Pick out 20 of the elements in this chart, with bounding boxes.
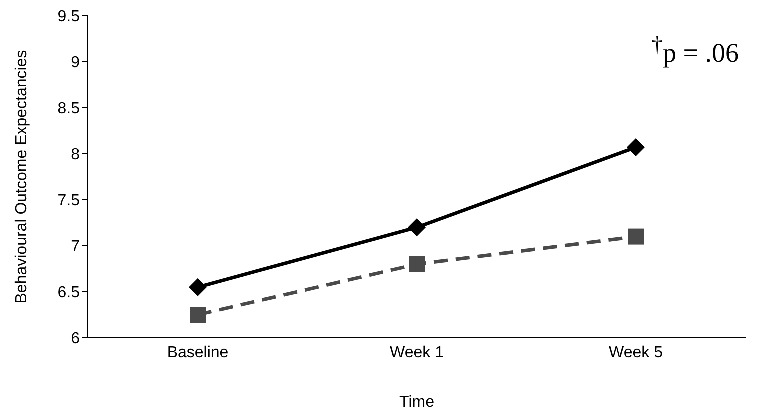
y-tick-label: 9 (71, 54, 80, 72)
x-tick-label: Week 5 (609, 344, 664, 362)
y-tick-label: 8 (71, 146, 80, 164)
y-tick-label: 8.5 (58, 100, 80, 118)
point (190, 307, 206, 323)
point (409, 256, 425, 272)
x-axis-title: Time (400, 394, 435, 411)
annotation: $^{†}$p = .06 (652, 32, 739, 69)
y-tick-label: 7 (71, 238, 80, 256)
y-tick-label: 6.5 (58, 284, 80, 302)
y-tick-label: 9.5 (58, 8, 80, 26)
point (408, 218, 426, 237)
y-tick-label: 7.5 (58, 192, 80, 210)
point (627, 138, 645, 157)
point (189, 278, 207, 296)
x-tick-label: Week 1 (390, 344, 444, 362)
y-tick-label: 6 (71, 330, 80, 348)
y-axis-title: Behavioural Outcome Expectancies (14, 50, 30, 304)
point (628, 228, 644, 245)
x-tick-label: Baseline (167, 344, 229, 362)
